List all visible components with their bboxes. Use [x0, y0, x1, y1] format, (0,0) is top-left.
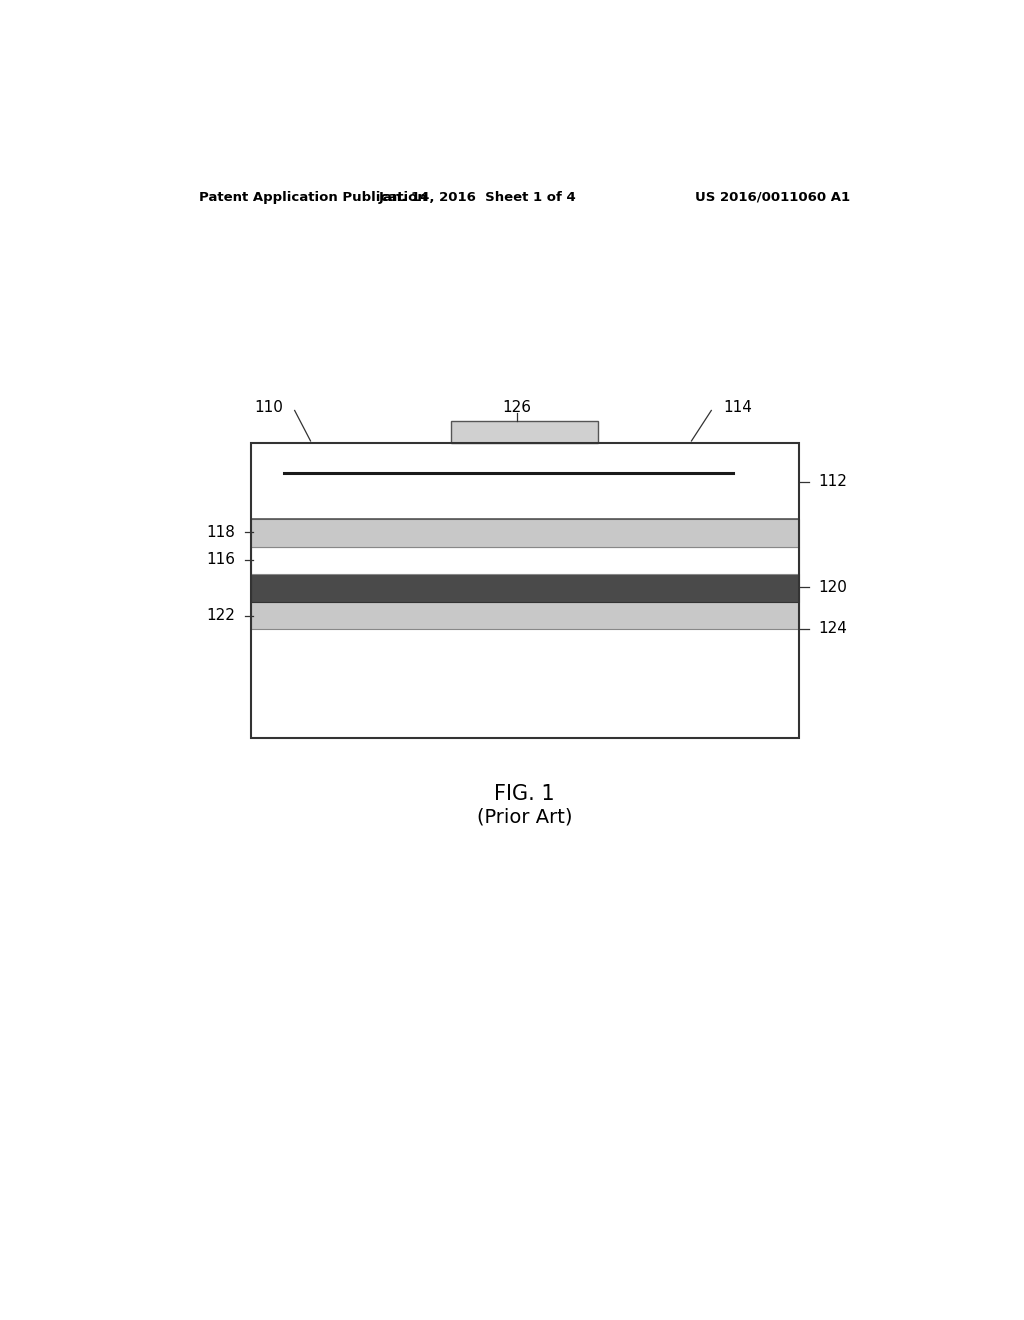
Text: Patent Application Publication: Patent Application Publication [200, 190, 427, 203]
Bar [251, 574, 799, 602]
Bar [251, 546, 799, 574]
Bar [251, 444, 799, 738]
Text: (Prior Art): (Prior Art) [477, 808, 572, 826]
Bar [251, 444, 799, 519]
Bar [452, 421, 598, 444]
Bar [251, 630, 799, 738]
Text: 118: 118 [206, 525, 236, 540]
Text: 110: 110 [254, 400, 283, 414]
Text: 126: 126 [503, 400, 531, 414]
Text: 116: 116 [206, 552, 236, 568]
Text: Jan. 14, 2016  Sheet 1 of 4: Jan. 14, 2016 Sheet 1 of 4 [378, 190, 577, 203]
Text: US 2016/0011060 A1: US 2016/0011060 A1 [695, 190, 850, 203]
Text: 120: 120 [818, 579, 847, 595]
Text: 124: 124 [818, 622, 847, 636]
Bar [251, 602, 799, 630]
Text: 114: 114 [723, 400, 752, 414]
Text: FIG. 1: FIG. 1 [495, 784, 555, 804]
Text: 112: 112 [818, 474, 847, 490]
Text: 122: 122 [206, 609, 236, 623]
Bar [251, 519, 799, 546]
